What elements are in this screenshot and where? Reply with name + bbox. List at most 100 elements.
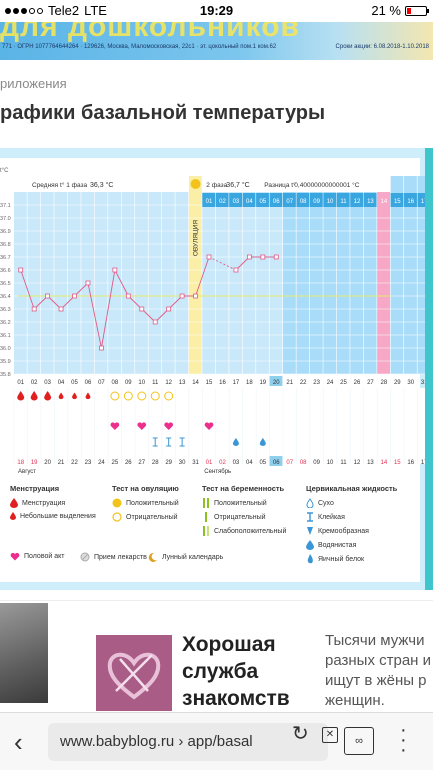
intercourse-heart-icon xyxy=(110,422,120,430)
cycle-day-label: 13 xyxy=(179,380,186,386)
calendar-date-label: 09 xyxy=(313,460,320,466)
ad-headline: Хорошая служба знакомств xyxy=(182,633,290,710)
calendar-date-label: 08 xyxy=(300,460,307,466)
network-type: LTE xyxy=(84,3,107,18)
phase2-day-cell xyxy=(202,193,216,207)
back-button[interactable]: ‹ xyxy=(14,727,23,757)
cycle-day-label: 21 xyxy=(286,380,293,386)
y-tick-label: 36.4 xyxy=(0,294,11,300)
phase2-day-cell xyxy=(229,193,243,207)
double-bar-icon xyxy=(203,498,209,508)
legend-preg-positive: Положительный xyxy=(202,498,267,508)
phase2-day-label: 14 xyxy=(381,199,388,205)
url-text: www.babyblog.ru › app/basal xyxy=(60,733,253,750)
y-tick-label: 36.7 xyxy=(0,255,11,261)
cycle-day-label: 07 xyxy=(98,380,105,386)
phase2-day-label: 03 xyxy=(233,199,240,205)
cycle-day-label: 06 xyxy=(85,380,92,386)
calendar-date-label: 03 xyxy=(233,460,240,466)
menstruation-drop-icon xyxy=(58,392,64,400)
phase2-day-cell xyxy=(377,193,390,207)
sticky-icon xyxy=(152,437,158,447)
sun-outline-icon xyxy=(112,512,122,522)
phase2-day-cell xyxy=(215,193,229,207)
chart-column xyxy=(390,176,404,374)
calendar-date-label: 21 xyxy=(58,460,65,466)
ovulation-label: ОВУЛЯЦИЯ xyxy=(193,220,200,257)
more-menu-button[interactable]: · · · xyxy=(400,719,407,761)
selected-day-cell xyxy=(269,376,283,386)
tabs-button[interactable]: ∞ xyxy=(344,727,374,755)
ov-test-negative-icon xyxy=(150,391,160,401)
chart-column xyxy=(94,176,108,374)
banner-headline: для дошкольников xyxy=(0,22,300,43)
phase2-day-label: 17 xyxy=(421,199,425,205)
watery-icon xyxy=(232,438,239,446)
legend-menstruation: Менструация xyxy=(10,498,65,508)
legend-cervical-title: Цервикальная жидкость xyxy=(306,484,398,493)
ov-test-negative-icon xyxy=(123,391,133,401)
calendar-date-label: 30 xyxy=(179,460,186,466)
calendar-date-label: 24 xyxy=(98,460,105,466)
breadcrumb[interactable]: риложения xyxy=(0,76,67,91)
weak-bar-icon xyxy=(203,526,209,536)
selected-date-cell xyxy=(269,456,283,466)
ov-test-negative-icon xyxy=(110,391,120,401)
status-bar: Tele2 LTE 19:29 21 % xyxy=(0,0,433,22)
chart-column xyxy=(229,176,243,374)
calendar-date-label: 01 xyxy=(206,460,213,466)
phase2-day-cell xyxy=(256,193,269,207)
cycle-day-label: 11 xyxy=(152,380,159,386)
cycle-day-label: 12 xyxy=(165,380,172,386)
phase2-day-label: 05 xyxy=(259,199,266,205)
calendar-date-label: 19 xyxy=(31,460,38,466)
sticky-icon xyxy=(179,437,185,447)
chart-column xyxy=(377,176,390,374)
chart-column xyxy=(336,176,350,374)
banner-promo-dates: Сроки акции: 6.08.2018-1.10.2018 xyxy=(335,44,429,50)
temp-point xyxy=(193,293,198,299)
chart-column xyxy=(404,176,417,374)
phase2-day-label: 04 xyxy=(246,199,253,205)
cycle-day-label: 14 xyxy=(192,380,199,386)
bbt-chart: 37.1 37.0 36.9 36.8 36.7 36.6 36.5 36.4 36.3 36.2… xyxy=(0,168,425,475)
chart-column xyxy=(417,176,425,374)
legend-preg-test-title: Тест на беременность xyxy=(202,484,285,493)
phase2-day-label: 16 xyxy=(407,199,414,205)
address-bar[interactable]: www.babyblog.ru › app/basal xyxy=(48,723,328,761)
scrollbar[interactable] xyxy=(425,148,433,590)
ov-test-negative-icon xyxy=(137,391,147,401)
intercourse-heart-icon xyxy=(204,422,214,430)
chart-column xyxy=(161,176,175,374)
month-left-label: Август xyxy=(18,469,36,475)
close-icon[interactable]: ✕ xyxy=(322,727,338,743)
reload-button[interactable]: ↻ xyxy=(292,723,309,745)
legend-cf-sticky: Клейкая xyxy=(306,512,345,522)
banner-legal-info: 771 · ОГРН 1077764644264 · 129626, Москв… xyxy=(2,44,277,50)
calendar-date-label: 28 xyxy=(152,460,159,466)
chart-column xyxy=(202,176,216,374)
temp-line-segment xyxy=(87,282,102,349)
cycle-day-label: 23 xyxy=(313,380,320,386)
y-unit-label: t°C xyxy=(0,168,9,174)
calendar-date-label: 17 xyxy=(421,460,425,466)
ovulation-sun-icon xyxy=(190,179,201,189)
y-tick-label: 36.6 xyxy=(0,268,11,274)
cycle-day-label: 17 xyxy=(233,380,240,386)
legend-cf-eggwhite: Яичный белок xyxy=(306,554,364,564)
cycle-day-label: 26 xyxy=(354,380,361,386)
chart-legend: Менструация Менструация Небольшие выделе… xyxy=(0,482,420,582)
chart-column xyxy=(54,176,68,374)
temp-point xyxy=(85,280,91,286)
phase2-day-label: 01 xyxy=(206,199,213,205)
dating-ad[interactable]: Хорошая служба знакомств Тысячи мужчи ра… xyxy=(0,600,433,711)
chart-column xyxy=(296,176,310,374)
phase2-label: 2 фаза xyxy=(206,182,227,189)
cycle-day-label: 15 xyxy=(206,380,213,386)
temp-point xyxy=(112,267,118,273)
battery-percent: 21 % xyxy=(371,3,401,18)
heart-icon xyxy=(10,552,20,561)
ad-banner[interactable]: для дошкольников 771 · ОГРН 107776464426… xyxy=(0,22,433,60)
chart-column xyxy=(67,176,81,374)
carrier-name: Tele2 xyxy=(48,3,80,18)
